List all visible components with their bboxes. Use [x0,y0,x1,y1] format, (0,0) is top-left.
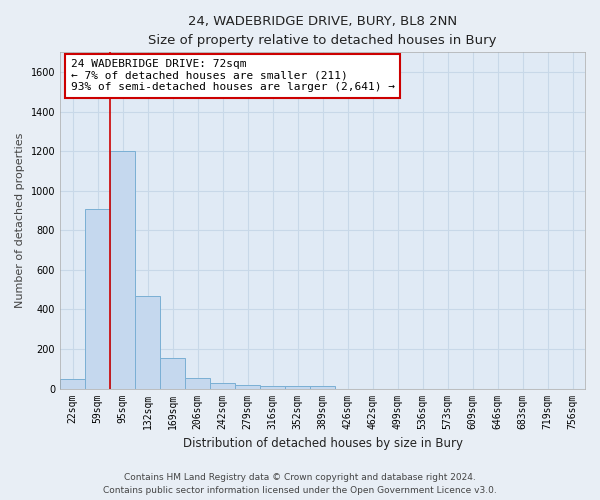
Bar [235,385,260,388]
Bar [85,208,110,388]
Bar [135,296,160,388]
Bar [60,378,85,388]
Bar [210,383,235,388]
Bar [110,151,135,388]
Bar [260,386,285,388]
Bar [160,358,185,388]
Bar [285,386,310,388]
Y-axis label: Number of detached properties: Number of detached properties [15,133,25,308]
Bar [310,386,335,388]
Text: 24 WADEBRIDGE DRIVE: 72sqm
← 7% of detached houses are smaller (211)
93% of semi: 24 WADEBRIDGE DRIVE: 72sqm ← 7% of detac… [71,59,395,92]
Text: Contains HM Land Registry data © Crown copyright and database right 2024.
Contai: Contains HM Land Registry data © Crown c… [103,474,497,495]
Title: 24, WADEBRIDGE DRIVE, BURY, BL8 2NN
Size of property relative to detached houses: 24, WADEBRIDGE DRIVE, BURY, BL8 2NN Size… [148,15,497,47]
X-axis label: Distribution of detached houses by size in Bury: Distribution of detached houses by size … [182,437,463,450]
Bar [185,378,210,388]
